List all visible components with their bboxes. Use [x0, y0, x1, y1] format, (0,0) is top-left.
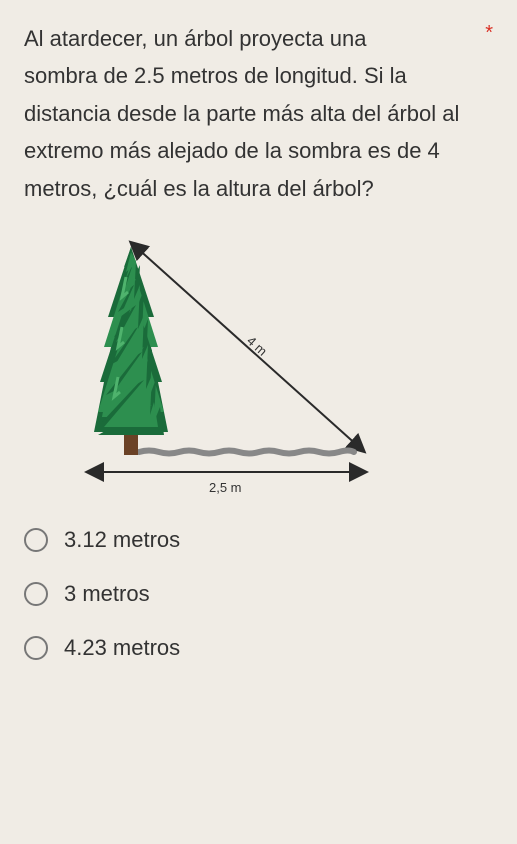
base-label: 2,5 m — [209, 480, 242, 495]
option-3-label: 4.23 metros — [64, 635, 180, 661]
option-2[interactable]: 3 metros — [24, 581, 493, 607]
shadow-line — [139, 450, 354, 453]
question-rest: sombra de 2.5 metros de longitud. Si la … — [24, 63, 459, 200]
question-header: Al atardecer, un árbol proyecta una somb… — [24, 20, 493, 207]
option-2-label: 3 metros — [64, 581, 150, 607]
option-1[interactable]: 3.12 metros — [24, 527, 493, 553]
options-container: 3.12 metros 3 metros 4.23 metros — [24, 527, 493, 661]
hypotenuse-label: 4 m — [244, 333, 270, 359]
tree-triangle-diagram: 4 m 2,5 m — [64, 237, 384, 507]
required-mark: * — [485, 22, 493, 45]
radio-icon — [24, 528, 48, 552]
diagram-svg: 4 m 2,5 m — [64, 237, 384, 507]
radio-icon — [24, 636, 48, 660]
tree-foliage — [94, 247, 168, 435]
option-1-label: 3.12 metros — [64, 527, 180, 553]
option-3[interactable]: 4.23 metros — [24, 635, 493, 661]
question-text: Al atardecer, un árbol proyecta una somb… — [24, 20, 477, 207]
radio-icon — [24, 582, 48, 606]
question-line-1: Al atardecer, un árbol proyecta una — [24, 26, 366, 51]
